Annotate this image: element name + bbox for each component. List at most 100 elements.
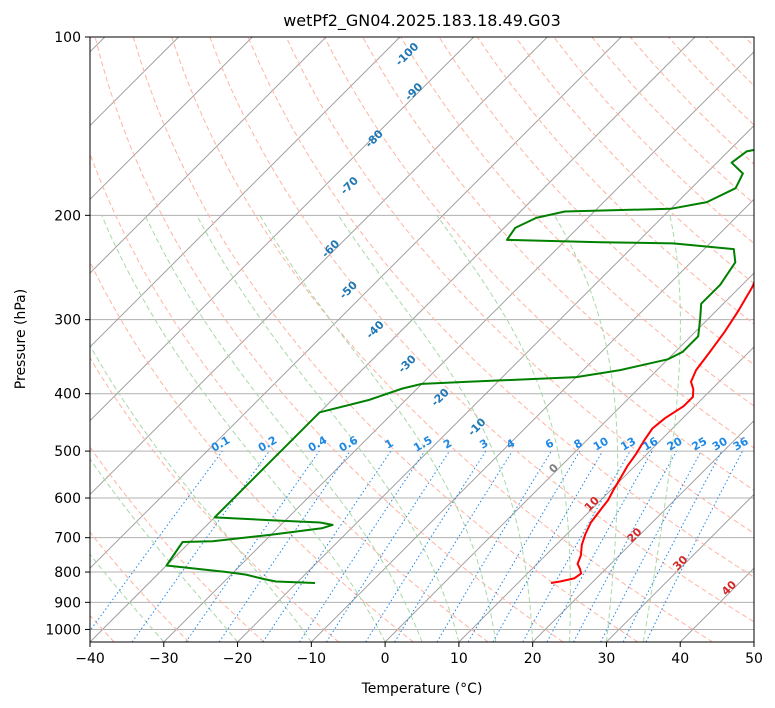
moist-adiabat-line xyxy=(101,215,386,642)
y-tick-label: 800 xyxy=(54,565,81,581)
mixing-ratio-line xyxy=(622,450,723,642)
isotherm-line xyxy=(90,37,548,496)
dry-adiabat-line xyxy=(476,37,754,325)
mixing-ratio-label: 6 xyxy=(543,436,556,451)
line-annotations: 0.1 0.2 0.4 0.6 1 1.5 2 3 4 6 8 10 13 16 20 25 30 36-100-… xyxy=(209,40,751,598)
moist-adiabat-line xyxy=(90,553,165,642)
mixing-ratio-line xyxy=(436,450,552,642)
chart-title: wetPf2_GN04.2025.183.18.49.G03 xyxy=(283,11,561,31)
isotherm-line xyxy=(458,346,754,642)
isotherm-label: 30 xyxy=(670,553,690,573)
mixing-ratio-line xyxy=(325,450,450,642)
isotherm-line xyxy=(90,37,327,274)
x-tick-label: −30 xyxy=(149,651,179,667)
dry-adiabat-line xyxy=(90,152,489,642)
isotherm-line xyxy=(90,37,475,422)
y-tick-label: 700 xyxy=(54,531,81,547)
dry-adiabat-line xyxy=(323,37,754,491)
isotherm-line xyxy=(163,51,754,642)
mixing-ratio-line xyxy=(299,450,426,642)
dewpoint-profile-line xyxy=(165,148,754,584)
x-tick-label: 0 xyxy=(381,651,390,667)
y-tick-label: 400 xyxy=(54,387,81,403)
mixing-ratio-label: 3 xyxy=(477,437,490,452)
profile-series xyxy=(165,148,754,584)
dry-adiabat-line xyxy=(132,37,639,642)
moist-adiabat-label: -50 xyxy=(337,278,360,301)
plot-frame xyxy=(89,36,755,643)
isotherm-label: 40 xyxy=(719,578,739,598)
y-axis-title: Pressure (hPa) xyxy=(13,289,29,389)
background-lines xyxy=(90,37,754,642)
dry-adiabat-line xyxy=(90,531,190,642)
dry-adiabat-line xyxy=(90,260,414,642)
moist-adiabat-line xyxy=(259,215,497,642)
isotherm-line xyxy=(753,641,754,642)
moist-adiabat-label: -30 xyxy=(396,352,419,375)
y-tick-label: 600 xyxy=(54,491,81,507)
y-tick-label: 900 xyxy=(54,595,81,611)
dry-adiabat-line xyxy=(629,37,754,165)
isotherm-line xyxy=(237,124,754,642)
moist-adiabat-label: -40 xyxy=(364,318,387,341)
isotherm-line xyxy=(90,37,696,642)
dry-adiabat-line xyxy=(285,37,754,535)
moist-adiabat-line xyxy=(553,215,619,642)
x-tick-label: −40 xyxy=(75,651,105,667)
moist-adiabat-label: -80 xyxy=(363,127,386,150)
mixing-ratio-line xyxy=(546,450,653,642)
moist-adiabat-label: -70 xyxy=(338,174,361,197)
x-tick-label: 30 xyxy=(598,651,616,667)
isotherm-line xyxy=(90,37,622,569)
x-tick-label: 50 xyxy=(745,651,763,667)
y-axis: 100 200 300 400 500 600 700 800 900 1000 xyxy=(45,30,90,638)
mixing-ratio-label: 4 xyxy=(504,436,517,451)
isotherm-line xyxy=(90,37,253,201)
y-tick-label: 200 xyxy=(54,208,81,224)
moist-adiabat-line xyxy=(196,215,460,642)
dry-adiabat-line xyxy=(438,37,754,366)
moist-adiabat-label: -60 xyxy=(319,237,342,260)
mixing-ratio-line xyxy=(90,450,223,632)
mixing-ratio-line xyxy=(522,450,631,642)
x-tick-label: 10 xyxy=(450,651,468,667)
mixing-ratio-line xyxy=(645,450,743,642)
isotherm-line xyxy=(606,493,754,642)
dry-adiabat-line xyxy=(90,446,265,642)
moist-adiabat-label: -90 xyxy=(402,80,425,103)
x-axis-title: Temperature (°C) xyxy=(361,681,483,697)
x-tick-label: −10 xyxy=(297,651,327,667)
y-tick-label: 1000 xyxy=(45,622,81,638)
mixing-ratio-line xyxy=(185,450,320,642)
dry-adiabat-line xyxy=(90,356,339,642)
mixing-ratio-label: 1 xyxy=(383,437,396,452)
moist-adiabat-line xyxy=(90,458,238,642)
x-tick-label: −20 xyxy=(223,651,253,667)
mixing-ratio-line xyxy=(218,450,351,642)
x-tick-label: 40 xyxy=(671,651,689,667)
mixing-ratio-line xyxy=(600,450,702,642)
y-tick-label: 500 xyxy=(54,444,81,460)
x-axis: −40 −30 −20 −10 0 10 20 30 40 50 xyxy=(75,642,763,667)
moist-adiabat-label: -20 xyxy=(429,386,452,409)
mixing-ratio-line xyxy=(573,450,677,642)
dry-adiabat-line xyxy=(591,37,754,205)
y-tick-label: 100 xyxy=(54,30,81,46)
dry-adiabat-line xyxy=(553,37,754,245)
isotherm-line xyxy=(532,419,754,642)
mixing-ratio-label: 2 xyxy=(441,437,454,452)
dry-adiabat-line xyxy=(362,37,754,449)
moist-adiabat-line xyxy=(144,215,423,642)
dry-adiabat-line xyxy=(744,37,754,47)
moist-adiabat-line xyxy=(90,344,312,642)
mixing-ratio-line xyxy=(262,450,392,642)
mixing-ratio-line xyxy=(394,450,513,642)
dry-adiabat-line xyxy=(209,37,754,623)
isotherm-line xyxy=(90,37,401,348)
y-tick-label: 300 xyxy=(54,313,81,329)
moist-adiabat-label: -10 xyxy=(465,415,488,438)
dry-adiabat-line xyxy=(515,37,754,285)
dry-adiabat-line xyxy=(171,37,713,642)
x-tick-label: 20 xyxy=(524,651,542,667)
